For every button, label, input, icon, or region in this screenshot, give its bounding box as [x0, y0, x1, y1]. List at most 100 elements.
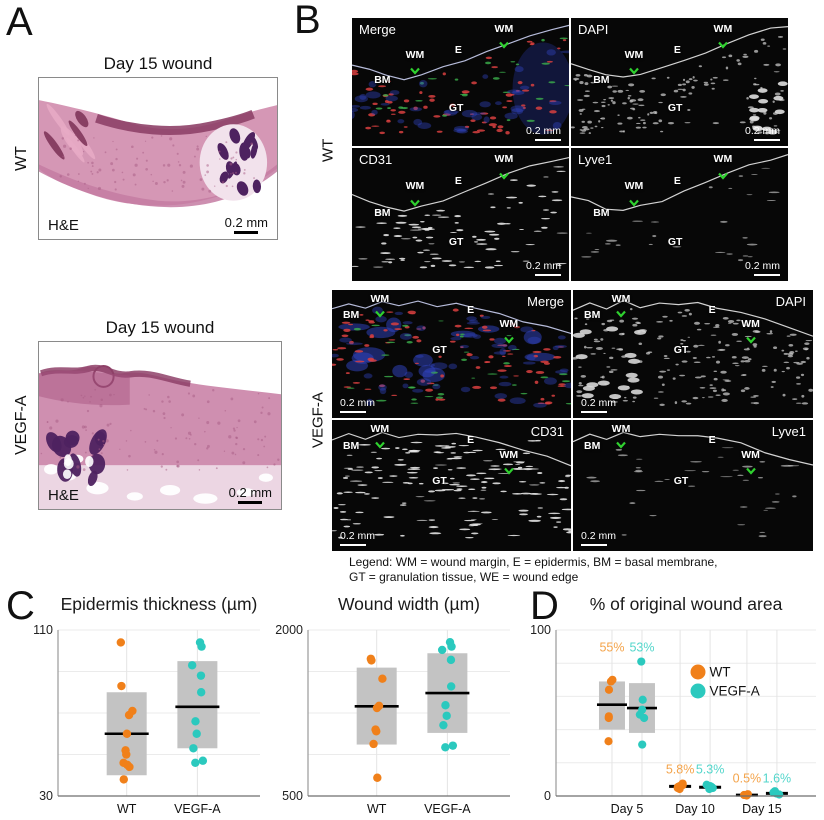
- annotation-e: E: [467, 304, 475, 317]
- if-tile-lyve1: Lyve1 WM E WM BM GT 0.2 mm: [571, 148, 788, 281]
- legend-line-1: Legend: WM = wound margin, E = epidermis…: [349, 555, 718, 569]
- annotation-wm: WM: [405, 179, 425, 192]
- annotation-wm: WM: [624, 48, 644, 61]
- data-point: [125, 762, 134, 772]
- value-annotation: 5.3%: [696, 763, 725, 777]
- chart-epidermis-thickness: WT VEGF-A Epidermis thickness (µm) 110 30: [33, 594, 260, 816]
- hne-micrograph-wt: [39, 100, 277, 208]
- wound-margin-arrow-icon: [717, 172, 728, 180]
- data-point: [638, 740, 647, 749]
- y-tick-min: 500: [282, 789, 303, 803]
- wound-margin-arrow-icon: [503, 336, 514, 344]
- data-point: [442, 711, 451, 720]
- x-category-label: VEGF-A: [424, 802, 471, 816]
- data-point: [637, 657, 646, 666]
- annotation-bm: BM: [593, 206, 610, 219]
- data-point: [441, 701, 450, 710]
- data-point: [198, 756, 208, 765]
- data-point: [640, 713, 649, 723]
- data-point: [367, 656, 376, 665]
- channel-label: CD31: [530, 424, 564, 439]
- annotation-wm: WM: [611, 422, 631, 435]
- hne-image-box-wt: H&E 0.2 mm: [38, 77, 278, 240]
- y-tick-max: 100: [530, 623, 551, 637]
- stain-label: H&E: [48, 217, 79, 234]
- y-tick-min: 0: [544, 789, 551, 803]
- annotation-wm: WM: [624, 179, 644, 192]
- fluorescence-image-lyve1: [573, 420, 813, 538]
- value-annotation: 5.8%: [666, 763, 695, 777]
- x-category-label: Day 10: [675, 802, 715, 816]
- annotation-bm: BM: [584, 309, 601, 322]
- if-grid-wt: Merge WM E WM BM GT 0.2 mm DAPI WM E WM BM GT 0.2 mm C…: [352, 18, 788, 281]
- scale-bar: 0.2 mm: [229, 485, 272, 504]
- annotation-wm: WM: [499, 318, 519, 331]
- data-point: [604, 685, 614, 694]
- scale-bar: 0.2 mm: [526, 125, 561, 141]
- channel-label: CD31: [359, 152, 393, 167]
- data-point: [437, 645, 447, 655]
- value-annotation: 53%: [629, 641, 654, 655]
- panel-a-letter: A: [6, 0, 33, 44]
- value-annotation: 55%: [599, 641, 624, 655]
- data-point: [439, 720, 448, 730]
- scale-bar-line: [581, 544, 607, 546]
- legend-line-2: GT = granulation tissue, WE = wound edge: [349, 570, 579, 584]
- annotation-e: E: [454, 174, 462, 187]
- annotation-bm: BM: [593, 74, 610, 87]
- data-point: [441, 743, 450, 752]
- wound-margin-arrow-icon: [628, 67, 639, 75]
- fluorescence-image-dapi: [571, 18, 788, 135]
- annotation-wm: WM: [611, 292, 631, 305]
- scale-bar: 0.2 mm: [581, 530, 616, 546]
- annotation-gt: GT: [432, 343, 447, 356]
- data-point: [775, 790, 784, 799]
- hne-image-box-vegfa: H&E 0.2 mm: [38, 341, 282, 510]
- legend-swatch-vegf-a: [690, 683, 706, 699]
- wound-margin-arrow-icon: [503, 467, 514, 475]
- fluorescence-image-merge: [352, 18, 569, 135]
- if-tile-cd31: CD31 WM E WM BM GT 0.2 mm: [352, 148, 569, 281]
- data-point: [191, 758, 200, 767]
- annotation-wm: WM: [370, 292, 390, 305]
- wound-margin-arrow-icon: [745, 467, 756, 475]
- wound-margin-arrow-icon: [745, 336, 756, 344]
- data-point: [119, 775, 128, 784]
- chart-title: Wound width (µm): [338, 594, 480, 614]
- abbreviation-legend: Legend: WM = wound margin, E = epidermis…: [349, 555, 718, 585]
- hne-figure-vegfa: Day 15 wound H&E 0.2 mm: [38, 318, 282, 510]
- annotation-wm: WM: [713, 153, 733, 166]
- wound-margin-arrow-icon: [409, 67, 420, 75]
- annotation-bm: BM: [374, 74, 391, 87]
- data-point: [369, 739, 378, 749]
- panel-c-letter: C: [6, 584, 35, 628]
- scale-bar-line: [535, 274, 561, 276]
- scale-bar-line: [535, 139, 561, 141]
- annotation-wm: WM: [494, 23, 514, 36]
- channel-label: Merge: [527, 294, 564, 309]
- annotation-bm: BM: [342, 439, 360, 452]
- annotation-gt: GT: [448, 102, 464, 115]
- annotation-wm: WM: [741, 448, 760, 461]
- annotation-gt: GT: [667, 235, 683, 248]
- scale-bar: 0.2 mm: [745, 260, 780, 276]
- if-grid-vegfa: Merge WM BM E WM GT 0.2 mm DAPI WM BM E WM GT 0.2 mm C…: [332, 290, 813, 551]
- annotation-wm: WM: [741, 318, 760, 331]
- wound-margin-arrow-icon: [409, 199, 420, 207]
- scale-bar-line: [340, 411, 366, 413]
- x-category-label: WT: [367, 802, 387, 816]
- side-label-vegfa-hne: VEGF-A: [13, 395, 30, 456]
- epidermis-trace: [352, 158, 569, 212]
- y-tick-max: 2000: [275, 623, 303, 637]
- annotation-wm: WM: [713, 23, 733, 36]
- annotation-e: E: [673, 174, 681, 187]
- scale-bar-line: [581, 411, 607, 413]
- channel-label: Lyve1: [578, 152, 613, 167]
- annotation-gt: GT: [448, 235, 464, 248]
- data-point: [604, 713, 613, 723]
- epidermis-trace: [352, 25, 569, 79]
- side-label-wt-if: WT: [319, 138, 337, 163]
- value-annotation: 0.5%: [733, 772, 762, 786]
- annotation-gt: GT: [673, 475, 689, 488]
